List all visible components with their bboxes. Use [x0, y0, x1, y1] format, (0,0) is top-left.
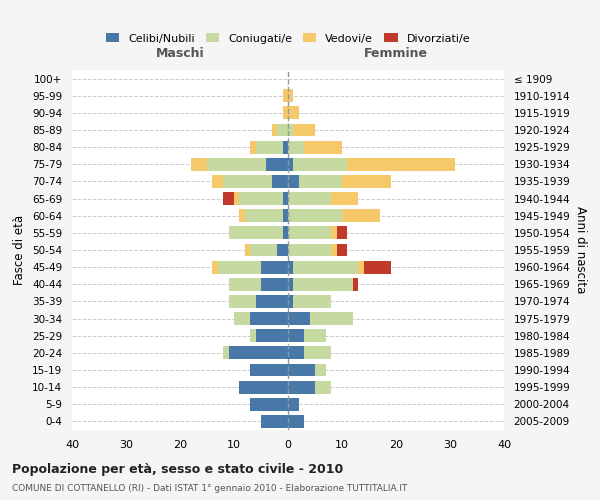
Bar [229, 346, 288, 360]
Bar [218, 260, 261, 274]
Bar [353, 278, 358, 290]
Bar [288, 192, 331, 205]
Bar [304, 330, 326, 342]
Bar [342, 210, 380, 222]
Bar [288, 244, 331, 256]
Bar [283, 90, 288, 102]
Bar [212, 175, 223, 188]
Bar [288, 415, 304, 428]
Bar [245, 210, 283, 222]
Bar [261, 260, 288, 274]
Bar [331, 192, 358, 205]
Bar [272, 124, 277, 136]
Bar [331, 226, 337, 239]
Bar [250, 244, 277, 256]
Bar [245, 244, 250, 256]
Bar [315, 380, 331, 394]
Bar [288, 346, 304, 360]
Bar [293, 260, 358, 274]
Bar [288, 380, 315, 394]
Bar [256, 295, 288, 308]
Bar [315, 364, 326, 376]
Bar [331, 244, 337, 256]
Bar [229, 295, 256, 308]
Bar [283, 226, 288, 239]
Bar [288, 175, 299, 188]
Bar [223, 175, 272, 188]
Bar [288, 90, 293, 102]
Y-axis label: Anni di nascita: Anni di nascita [574, 206, 587, 294]
Bar [256, 140, 283, 153]
Bar [337, 226, 347, 239]
Text: COMUNE DI COTTANELLO (RI) - Dati ISTAT 1° gennaio 2010 - Elaborazione TUTTITALIA: COMUNE DI COTTANELLO (RI) - Dati ISTAT 1… [12, 484, 407, 493]
Bar [283, 210, 288, 222]
Bar [223, 346, 229, 360]
Bar [239, 210, 245, 222]
Text: Maschi: Maschi [155, 46, 205, 60]
Bar [277, 244, 288, 256]
Bar [283, 140, 288, 153]
Bar [364, 260, 391, 274]
Bar [250, 312, 288, 325]
Bar [299, 175, 342, 188]
Y-axis label: Fasce di età: Fasce di età [13, 215, 26, 285]
Bar [288, 295, 293, 308]
Bar [288, 312, 310, 325]
Bar [229, 226, 283, 239]
Bar [272, 175, 288, 188]
Bar [250, 330, 256, 342]
Bar [234, 312, 250, 325]
Bar [223, 192, 234, 205]
Bar [288, 364, 315, 376]
Bar [288, 278, 293, 290]
Bar [310, 312, 353, 325]
Bar [234, 192, 239, 205]
Text: Popolazione per età, sesso e stato civile - 2010: Popolazione per età, sesso e stato civil… [12, 462, 343, 475]
Bar [288, 260, 293, 274]
Bar [288, 398, 299, 410]
Bar [261, 278, 288, 290]
Bar [288, 140, 304, 153]
Bar [229, 278, 261, 290]
Bar [293, 124, 315, 136]
Text: Femmine: Femmine [364, 46, 428, 60]
Bar [304, 346, 331, 360]
Bar [212, 260, 218, 274]
Bar [283, 106, 288, 120]
Bar [239, 192, 283, 205]
Bar [256, 330, 288, 342]
Bar [207, 158, 266, 170]
Bar [347, 158, 455, 170]
Legend: Celibi/Nubili, Coniugati/e, Vedovi/e, Divorziati/e: Celibi/Nubili, Coniugati/e, Vedovi/e, Di… [101, 29, 475, 48]
Bar [250, 364, 288, 376]
Bar [288, 330, 304, 342]
Bar [337, 244, 347, 256]
Bar [250, 140, 256, 153]
Bar [358, 260, 364, 274]
Bar [250, 398, 288, 410]
Bar [288, 158, 293, 170]
Bar [293, 278, 353, 290]
Bar [304, 140, 342, 153]
Bar [342, 175, 391, 188]
Bar [288, 226, 331, 239]
Bar [293, 158, 347, 170]
Bar [288, 106, 299, 120]
Bar [277, 124, 288, 136]
Bar [288, 210, 342, 222]
Bar [191, 158, 207, 170]
Bar [283, 192, 288, 205]
Bar [288, 124, 293, 136]
Bar [266, 158, 288, 170]
Bar [261, 415, 288, 428]
Bar [293, 295, 331, 308]
Bar [239, 380, 288, 394]
